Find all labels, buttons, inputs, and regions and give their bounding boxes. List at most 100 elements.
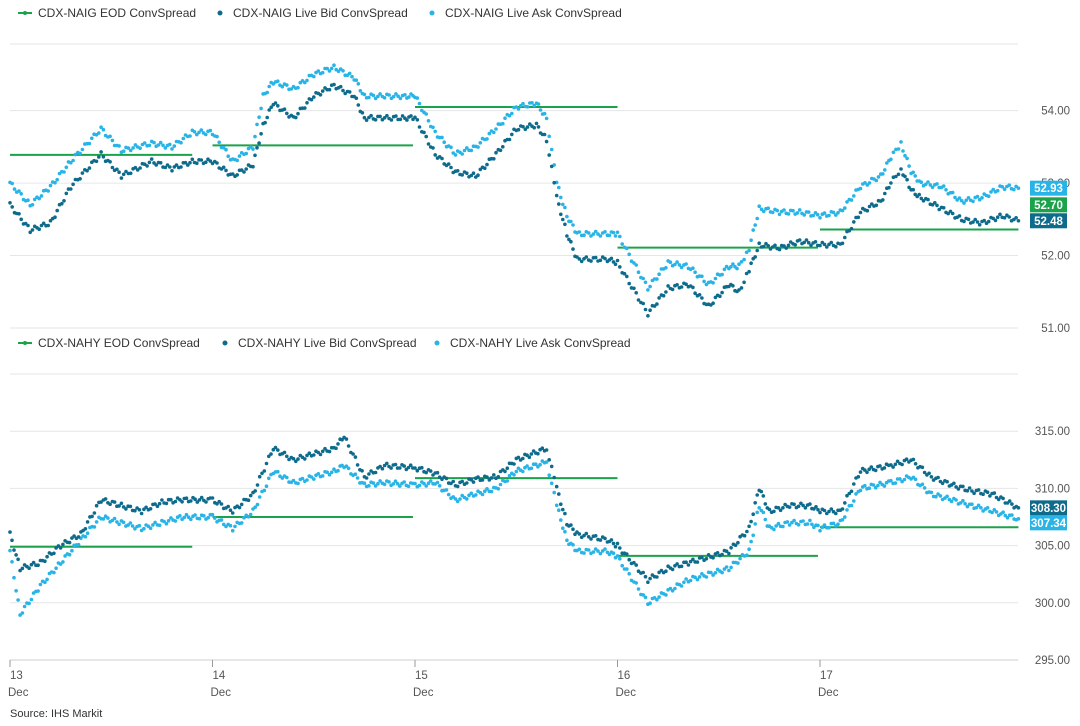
badge-value: 307.34 <box>1031 518 1067 530</box>
ask-point <box>922 486 927 490</box>
ask-point <box>811 213 815 218</box>
ask-point <box>289 87 294 91</box>
ask-point <box>346 466 351 471</box>
bid-point <box>634 563 638 567</box>
bid-point <box>749 519 753 524</box>
bid-point <box>950 211 955 216</box>
ask-point <box>316 472 321 476</box>
ask-point <box>591 550 596 554</box>
bid-point <box>446 162 451 166</box>
ask-point <box>770 210 775 215</box>
bid-point <box>402 464 407 468</box>
bid-point <box>904 457 909 462</box>
bid-point <box>643 307 648 312</box>
nahy-panel: 295.00 300.00 305.00 310.00 315.00 CDX-NAHY E… <box>8 336 1070 667</box>
bid-point <box>230 511 235 515</box>
ask-point <box>424 484 429 488</box>
ask-point <box>213 516 217 520</box>
ask-point <box>99 125 103 129</box>
ask-point <box>1012 187 1016 192</box>
ask-point <box>625 567 629 571</box>
bid-point <box>318 452 323 457</box>
ask-point <box>1016 517 1021 521</box>
ask-point <box>521 101 525 106</box>
ask-point <box>38 582 43 587</box>
ask-point <box>489 489 494 494</box>
ask-point <box>158 140 163 145</box>
bid-point <box>199 158 204 162</box>
bid-point <box>720 552 724 557</box>
ask-point <box>121 149 126 153</box>
ask-point <box>563 529 567 534</box>
bid-point <box>336 442 340 446</box>
ask-point <box>976 503 981 508</box>
bid-point <box>294 459 298 464</box>
ask-point <box>248 145 253 149</box>
ask-point <box>428 479 433 483</box>
bid-point <box>627 557 631 562</box>
ask-point <box>204 132 208 137</box>
bid-point <box>655 302 659 306</box>
ask-point <box>611 551 616 555</box>
bid-point <box>385 461 389 466</box>
bid-point <box>168 165 172 169</box>
ask-point <box>29 597 34 602</box>
bid-point <box>954 485 958 489</box>
bid-point <box>697 293 702 297</box>
bid-point <box>878 464 882 468</box>
ask-point <box>761 209 766 214</box>
ask-point <box>507 113 512 118</box>
ask-point <box>843 515 847 519</box>
bid-point <box>264 461 269 466</box>
ask-point <box>589 234 593 238</box>
bid-point <box>145 164 149 168</box>
ask-point <box>899 140 903 144</box>
bid-point <box>157 501 162 506</box>
bid-point <box>625 274 629 279</box>
ask-point <box>210 512 215 517</box>
ask-point <box>152 140 156 145</box>
ask-point <box>634 581 638 585</box>
bid-point <box>874 203 879 208</box>
bid-point <box>571 247 575 251</box>
bid-point <box>569 523 573 527</box>
badge-value: 52.48 <box>1034 216 1063 228</box>
ask-point <box>797 208 802 212</box>
bid-point <box>883 191 887 196</box>
bid-point <box>90 514 94 519</box>
bid-point <box>369 113 373 118</box>
ask-point <box>398 484 402 488</box>
legend-dot-marker <box>434 340 440 346</box>
bid-point <box>903 174 907 179</box>
x-tick-day: 17 <box>820 670 833 682</box>
bid-point <box>385 113 389 118</box>
bid-point <box>615 541 620 546</box>
bid-point <box>929 475 934 479</box>
bid-point <box>778 508 783 513</box>
bid-point <box>549 464 554 469</box>
ask-point <box>655 598 659 602</box>
ask-point <box>852 194 856 198</box>
bid-point <box>971 220 975 224</box>
ask-point <box>802 213 806 217</box>
ask-point <box>818 528 822 533</box>
ask-point <box>1000 184 1004 189</box>
bid-point <box>12 548 16 552</box>
ask-point <box>362 92 367 97</box>
ask-point <box>970 502 974 507</box>
bid-point <box>285 454 289 459</box>
bid-point <box>996 497 1001 502</box>
bid-point <box>561 217 565 222</box>
ask-point <box>547 134 551 139</box>
ask-point <box>858 186 863 191</box>
ask-point <box>305 478 309 482</box>
ask-point <box>586 548 591 552</box>
ask-point <box>387 93 391 97</box>
bid-point <box>827 509 831 514</box>
ask-point <box>285 83 289 87</box>
bid-point <box>755 248 759 253</box>
ask-point <box>1003 513 1008 518</box>
ask-point <box>170 147 174 151</box>
ask-point <box>774 524 778 528</box>
bid-point <box>400 114 405 118</box>
